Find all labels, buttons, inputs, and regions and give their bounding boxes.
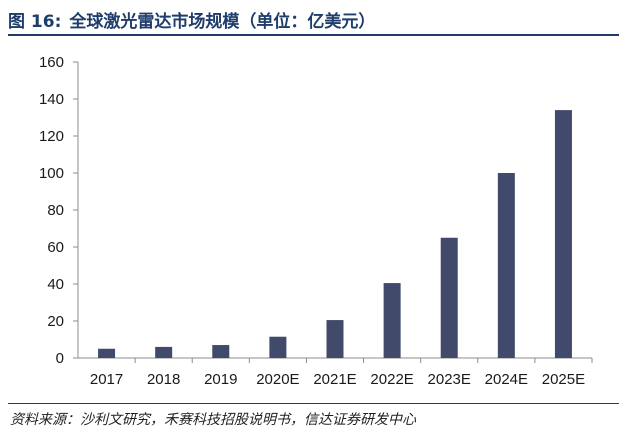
figure-title: 全球激光雷达市场规模（单位：亿美元） [69,11,376,32]
y-tick-label: 60 [47,239,64,256]
bar-2017 [98,348,116,358]
chart-axes [77,62,592,359]
bar-2022E [383,283,401,358]
x-tick-label: 2022E [370,371,413,388]
footer-divider [8,403,619,404]
bar-2023E [440,237,458,358]
bar-2020E [269,336,287,358]
x-tick-label: 2023E [428,371,471,388]
y-tick-label: 100 [39,165,64,182]
y-tick-label: 20 [47,313,64,330]
bar-2019 [212,345,230,358]
x-axis-ticks: 2017 2018 2019 2020E 2021E 2022E 2023E 2024E 202… [90,358,593,388]
bar-2024E [497,173,515,358]
figure-label: 图 16: [8,11,62,32]
y-axis-ticks: 0 20 40 60 80 100 120 140 160 [39,54,78,367]
header-divider [8,34,619,36]
bar-2025E [554,110,572,358]
x-tick-label: 2019 [204,371,237,388]
x-tick-label: 2018 [147,371,180,388]
y-tick-label: 80 [47,202,64,219]
x-tick-label: 2025E [542,371,585,388]
x-tick-label: 2024E [485,371,528,388]
y-tick-label: 0 [56,350,64,367]
x-tick-label: 2017 [90,371,123,388]
y-tick-label: 140 [39,91,64,108]
figure-header: 图 16: 全球激光雷达市场规模（单位：亿美元） [8,6,619,32]
bar-2018 [155,346,173,358]
source-note: 资料来源：沙利文研究，禾赛科技招股说明书，信达证券研发中心 [10,412,416,428]
x-tick-label: 2020E [256,371,299,388]
bar-2021E [326,320,344,358]
y-tick-label: 40 [47,276,64,293]
y-tick-label: 160 [39,54,64,71]
x-tick-label: 2021E [313,371,356,388]
bars [98,110,572,358]
y-tick-label: 120 [39,128,64,145]
